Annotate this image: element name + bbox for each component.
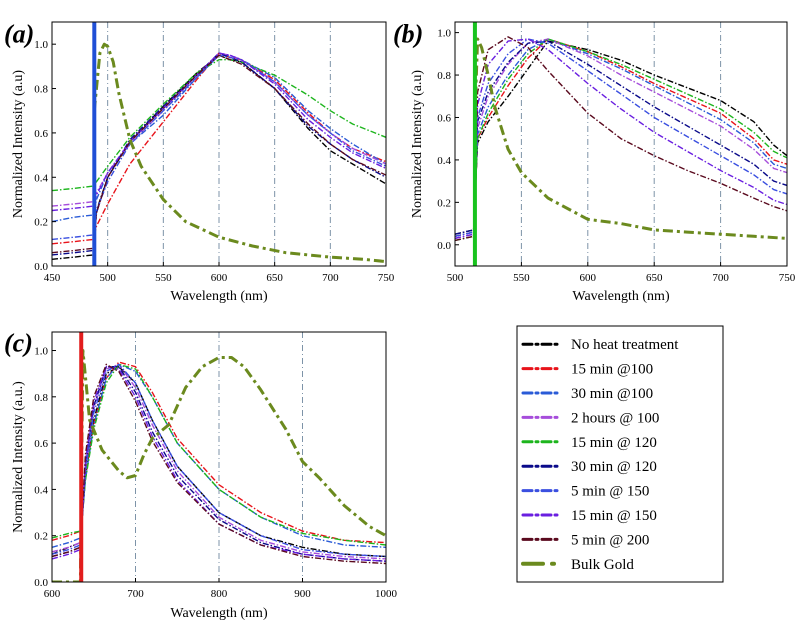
y-tick-label: 0.6 [437,112,451,124]
x-tick-label: 600 [211,272,228,284]
legend-label: 15 min @ 150 [571,508,657,524]
x-axis-label: Wavelength (nm) [572,289,670,304]
series-line-bulk-gold [473,37,787,240]
legend-entry: 30 min @100 [521,386,653,402]
legend-label: 5 min @ 150 [571,484,649,500]
x-tick-label: 750 [378,272,395,284]
legend-label: 15 min @100 [571,362,653,378]
series-line-15-min-150 [455,38,787,240]
y-tick-label: 0.2 [34,217,48,229]
series-line-bulk-gold [52,349,386,582]
y-tick-label: 0.2 [437,197,451,209]
y-tick-label: 0.8 [34,84,48,96]
x-tick-label: 900 [294,588,311,600]
series-line-5-min-150 [52,54,386,241]
series-line-5-min-200 [455,36,787,242]
series-line-30-min-100 [455,38,787,237]
y-tick-label: 0.6 [34,438,48,450]
panel-label: (c) [4,328,33,357]
x-tick-label: 600 [580,272,597,284]
x-tick-label: 600 [44,588,61,600]
y-tick-label: 0.8 [437,70,451,82]
series-line-no-heat-treatment [455,40,787,235]
x-axis-label: Wavelength (nm) [170,289,268,304]
legend-label: 30 min @100 [571,386,653,402]
chart-panel-2: 500 550 600 650 700 750 0.0 0.2 0.4 0.6 0.8 1.0 Wave… [393,19,796,304]
x-tick-label: 450 [44,272,61,284]
x-tick-label: 650 [646,272,663,284]
y-tick-label: 0.0 [437,240,451,252]
legend-entry: No heat treatment [521,337,679,353]
y-tick-label: 1.0 [437,28,451,40]
legend-label: 2 hours @ 100 [571,410,659,426]
y-tick-label: 0.6 [34,128,48,140]
y-tick-label: 1.0 [34,346,48,358]
y-tick-label: 0.4 [34,484,48,496]
legend-label: 30 min @ 120 [571,459,657,475]
chart-panel-1: 450 500 550 600 650 700 750 0.0 0.2 0.4 0.6 0.8 1.0 W… [4,19,395,304]
legend-entry: 5 min @ 200 [521,532,649,548]
x-tick-label: 800 [211,588,228,600]
series-line-30-min-120 [455,40,787,235]
x-tick-label: 1000 [375,588,398,600]
panel-label: (a) [4,19,34,48]
legend-entry: 15 min @ 150 [521,508,657,524]
y-tick-label: 1.0 [34,39,48,51]
legend-entry: 5 min @ 150 [521,484,649,500]
chart-panel-3: 600 700 800 900 1000 0.0 0.2 0.4 0.6 0.8 1.0 Wavele… [4,328,398,621]
legend-label: 15 min @ 120 [571,435,657,451]
y-tick-label: 0.4 [437,155,451,167]
y-axis-label: Normalized Intensity (a.u.) [11,381,26,533]
plot-frame [454,21,788,267]
legend-entry: 2 hours @ 100 [521,410,659,426]
x-tick-label: 550 [513,272,530,284]
x-axis-label: Wavelength (nm) [170,606,268,621]
x-tick-label: 700 [322,272,339,284]
y-tick-label: 0.0 [34,261,48,273]
x-tick-label: 550 [155,272,172,284]
x-tick-label: 500 [447,272,464,284]
legend: No heat treatment 15 min @100 30 min @100 2… [516,325,724,583]
x-tick-label: 500 [99,272,116,284]
series-line-no-heat-treatment [52,366,386,558]
legend-label: No heat treatment [571,337,679,353]
y-axis-label: Normalized Intensity (a.u) [11,70,26,218]
y-tick-label: 0.0 [34,577,48,589]
series-line-15-min-120 [455,38,787,242]
series-group [455,36,787,242]
y-tick-label: 0.8 [34,392,48,404]
legend-label: 5 min @ 200 [571,532,649,548]
panel-label: (b) [393,19,423,48]
y-tick-label: 0.4 [34,172,48,184]
x-tick-label: 700 [712,272,729,284]
legend-entry: 15 min @ 120 [521,435,657,451]
series-line-15-min-100 [455,38,787,237]
legend-entry: 15 min @100 [521,362,653,378]
series-line-30-min-120 [52,366,386,562]
y-axis-label: Normalized Intensity (a.u) [410,70,425,218]
series-line-bulk-gold [92,42,386,264]
legend-entry: Bulk Gold [521,557,634,573]
y-tick-label: 0.2 [34,531,48,543]
x-tick-label: 750 [779,272,796,284]
legend-label: Bulk Gold [571,557,634,573]
x-tick-label: 650 [266,272,283,284]
series-line-2-hours-100 [455,38,787,240]
legend-entry: 30 min @ 120 [521,459,657,475]
x-tick-label: 700 [127,588,144,600]
series-line-5-min-150 [455,38,787,237]
